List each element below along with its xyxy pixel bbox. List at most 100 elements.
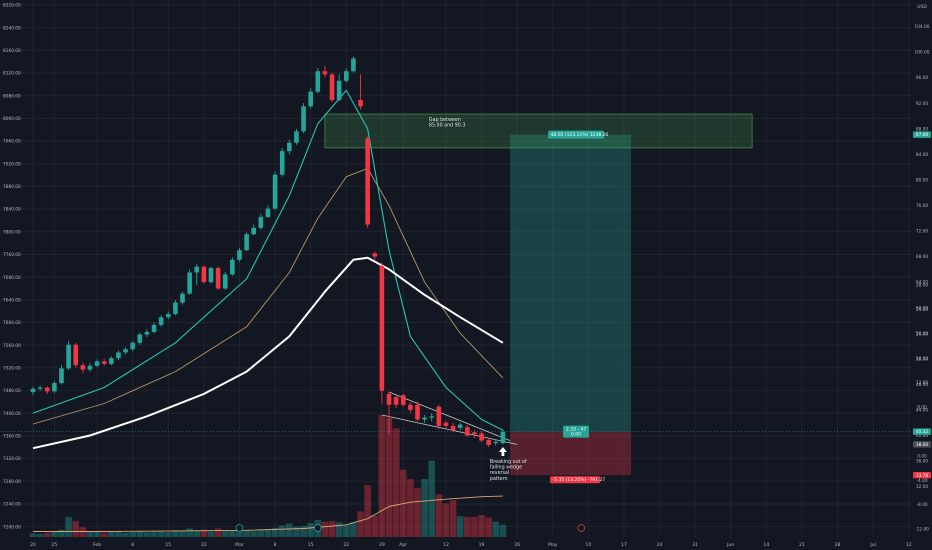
candle-body	[173, 302, 178, 315]
candle-body	[52, 383, 57, 392]
right-axis-tick: 52.00	[916, 356, 929, 362]
candle-body	[123, 349, 128, 353]
volume-bar	[200, 529, 208, 537]
x-axis-label: 19	[479, 542, 485, 548]
entry-label: 2.33 - 47	[566, 427, 586, 433]
candle-body	[272, 174, 278, 209]
right-axis-tick: 16.00	[916, 356, 929, 362]
volume-bar	[335, 522, 343, 537]
volume-bar	[193, 530, 201, 537]
candle-body	[59, 368, 64, 384]
volume-bar	[456, 516, 464, 537]
candle-body	[194, 266, 200, 273]
candle-body	[251, 227, 257, 235]
volume-bar	[243, 529, 250, 537]
left-axis-tick: 7680.00	[3, 275, 21, 281]
candle-body	[208, 268, 214, 283]
left-axis-tick: 7960.00	[3, 139, 21, 145]
volume-bar	[51, 532, 58, 537]
volume-bar	[136, 530, 144, 537]
x-axis-label: 8	[131, 542, 134, 548]
candle-body	[287, 142, 292, 152]
x-axis-label: 21	[799, 542, 805, 548]
axes: 8320.008240.008160.008120.008080.008000.…	[0, 3, 932, 550]
wedge-lower-line	[381, 414, 518, 445]
volume-bar	[157, 530, 165, 537]
gap-zone	[324, 113, 753, 149]
candle-body	[336, 80, 342, 100]
volume-bar	[221, 530, 229, 537]
left-axis-tick: 7560.00	[3, 343, 21, 349]
x-axis-label: 20	[30, 542, 36, 548]
x-axis-label: 28	[835, 542, 841, 548]
breakout-arrow-icon	[498, 446, 507, 456]
event-marker-icon	[313, 524, 322, 532]
volume-bar	[342, 524, 350, 537]
right-axis-tick: 0.00	[917, 453, 927, 459]
candle-body	[66, 344, 71, 369]
candle-body	[479, 433, 484, 441]
left-axis-tick: 8240.00	[3, 25, 21, 31]
right-axis-tick: 60.00	[916, 305, 929, 311]
candle-body	[30, 388, 36, 393]
price-badge-label: 38.00	[916, 442, 929, 448]
candle-body	[436, 406, 442, 426]
volume-bar	[464, 516, 471, 537]
ema-slow-line	[32, 256, 504, 450]
x-axis-label: 17	[621, 542, 627, 548]
volume-bar	[72, 521, 80, 537]
candle-body	[322, 71, 328, 75]
gap-label: 85.00 and 90.3	[429, 123, 466, 129]
left-axis-tick: 8000.00	[3, 116, 21, 122]
candle-body	[379, 266, 385, 391]
right-axis-tick: 56.00	[916, 331, 929, 337]
volume-bar	[257, 529, 265, 537]
candle-body	[308, 91, 313, 107]
left-axis-tick: 7480.00	[3, 388, 21, 394]
candle-body	[258, 216, 264, 228]
volume-bar	[499, 524, 507, 537]
volume-bar	[371, 515, 379, 537]
breakout-label: Breaking out of	[490, 459, 527, 465]
volume-bar	[172, 530, 179, 537]
volume-bar	[492, 521, 500, 537]
candle-body	[44, 387, 50, 392]
candle-body	[365, 138, 370, 225]
grid-lines	[0, 0, 912, 537]
right-axis-tick: 44.00	[916, 408, 929, 414]
right-axis-tick: 76.00	[916, 203, 929, 209]
candle-body	[73, 344, 79, 366]
left-axis-tick: 7920.00	[3, 161, 21, 167]
x-axis-label: Jun	[726, 542, 734, 548]
candle-body	[87, 365, 93, 370]
price-badge	[913, 472, 931, 479]
candle-body	[101, 361, 107, 364]
volume-bar	[478, 515, 485, 537]
right-axis-tick: 68.00	[916, 254, 929, 260]
price-badge-label: 87.08	[916, 132, 929, 138]
candle-body	[472, 432, 477, 435]
volume-bar	[236, 530, 243, 537]
x-axis-label: 12	[443, 542, 449, 548]
left-axis-tick: 8080.00	[3, 93, 21, 99]
right-axis-tick: 20.00	[916, 331, 929, 337]
candle-body	[422, 417, 427, 420]
candle-body	[116, 352, 121, 359]
volume-bar	[214, 528, 222, 537]
volume-bar	[150, 531, 158, 537]
x-axis-label: 24	[657, 542, 663, 548]
left-axis-tick: 7320.00	[3, 456, 21, 462]
price-badge	[913, 428, 931, 435]
volume-bar	[143, 532, 151, 537]
x-axis-label: Mar	[235, 542, 244, 548]
volume-bar	[86, 531, 94, 537]
left-axis-tick: 7800.00	[3, 229, 21, 235]
stop-label-box	[550, 476, 601, 484]
candle-body	[187, 272, 192, 294]
candle-body	[180, 293, 185, 303]
volume-bar	[286, 523, 293, 537]
x-axis-label: 22	[343, 542, 349, 548]
volume-bar	[293, 526, 300, 537]
